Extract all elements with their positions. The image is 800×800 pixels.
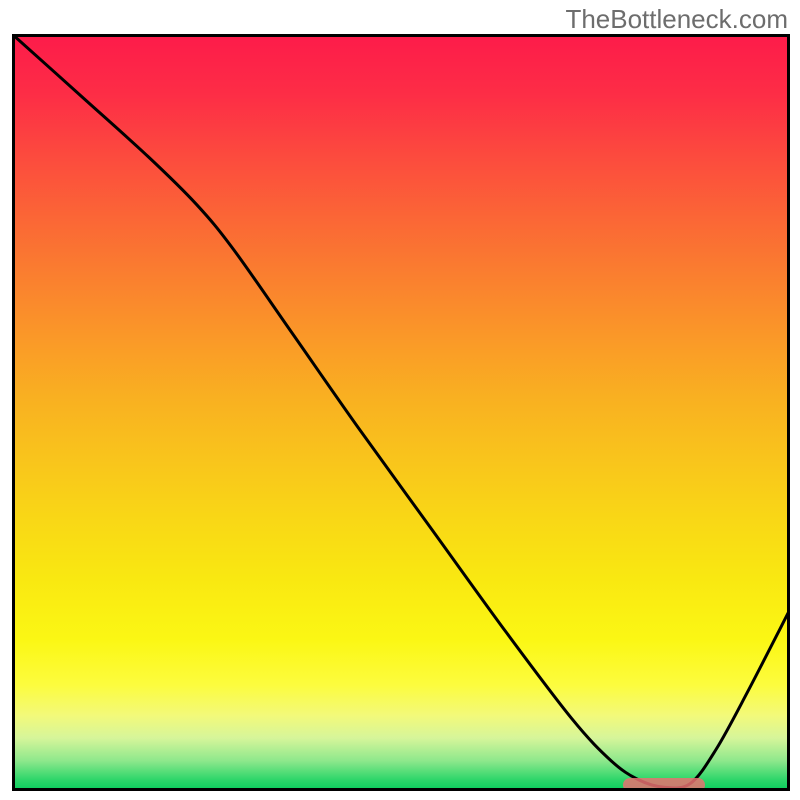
curve-path <box>12 34 790 788</box>
canvas: TheBottleneck.com <box>0 0 800 800</box>
bottleneck-curve <box>12 34 790 791</box>
optimal-marker <box>623 778 705 791</box>
plot-frame <box>12 34 790 791</box>
watermark-text: TheBottleneck.com <box>565 4 788 35</box>
